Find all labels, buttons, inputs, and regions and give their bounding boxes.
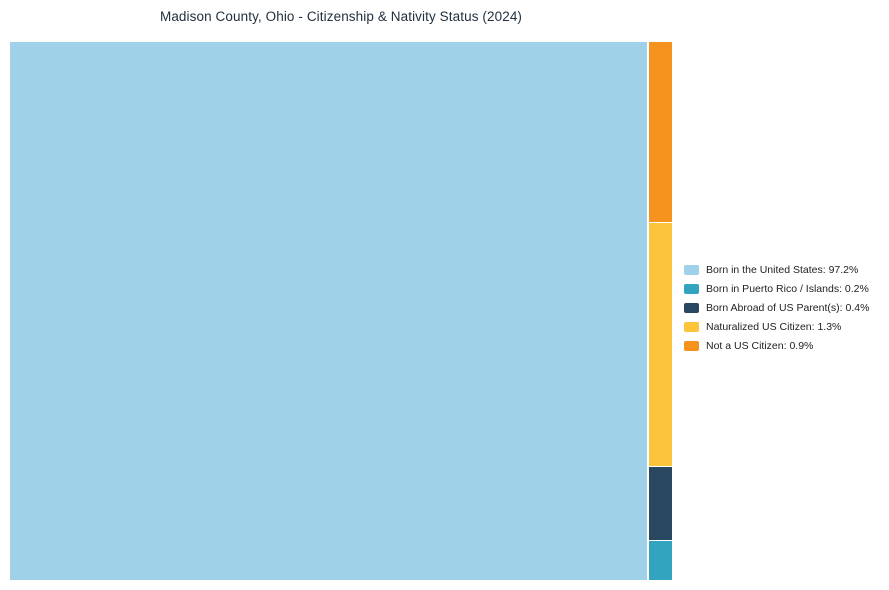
legend-swatch-icon (684, 283, 699, 294)
legend-item-born-in-the-united-states[interactable]: Born in the United States: 97.2% (684, 263, 869, 276)
legend-item-born-abroad-of-us-parents[interactable]: Born Abroad of US Parent(s): 0.4% (684, 301, 870, 314)
legend-label: Born in the United States: 97.2% (706, 263, 859, 276)
chart-title: Madison County, Ohio - Citizenship & Nat… (159, 9, 523, 24)
treemap-rect-born-in-the-united-states[interactable] (10, 42, 647, 580)
legend-label: Naturalized US Citizen: 1.3% (706, 320, 842, 333)
legend-swatch-icon (684, 321, 699, 332)
treemap-rect-born-abroad-of-us-parents[interactable] (649, 467, 672, 540)
legend-label: Born Abroad of US Parent(s): 0.4% (706, 301, 870, 314)
legend-label: Born in Puerto Rico / Islands: 0.2% (706, 282, 869, 295)
legend-swatch-icon (684, 264, 699, 275)
legend-item-not-a-us-citizen[interactable]: Not a US Citizen: 0.9% (684, 339, 869, 352)
legend-swatch-icon (684, 340, 699, 351)
legend-item-naturalized-us-citizen[interactable]: Naturalized US Citizen: 1.3% (684, 320, 869, 333)
legend: Born in the United States: 97.2% Born in… (684, 263, 870, 352)
treemap-rect-born-in-puerto-rico-islands[interactable] (649, 541, 672, 580)
treemap-rect-not-a-us-citizen[interactable] (649, 42, 672, 222)
legend-label: Not a US Citizen: 0.9% (706, 339, 814, 352)
legend-swatch-icon (684, 302, 699, 313)
treemap-rect-naturalized-us-citizen[interactable] (649, 223, 672, 466)
legend-item-born-in-puerto-rico-islands[interactable]: Born in Puerto Rico / Islands: 0.2% (684, 282, 869, 295)
